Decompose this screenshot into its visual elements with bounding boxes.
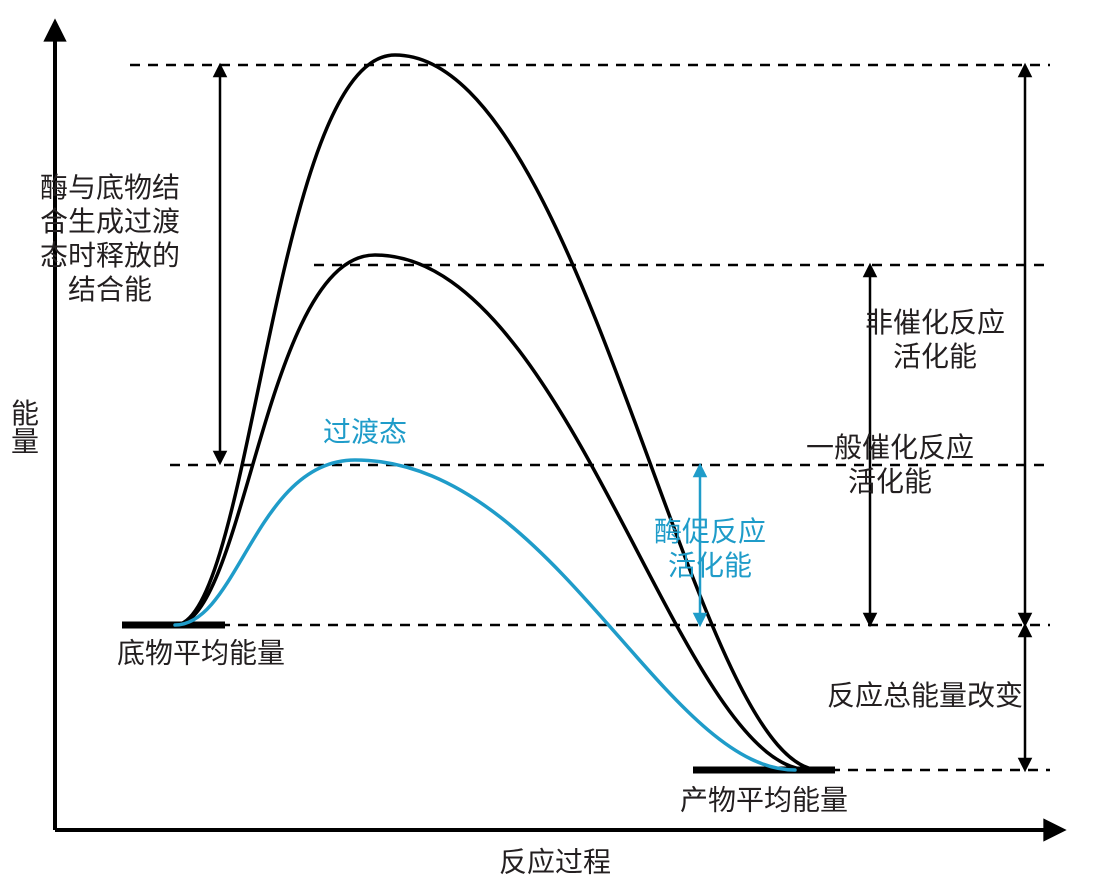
- enzyme-activation-label: 酶促反应活化能: [654, 516, 766, 581]
- y-axis-label: 能量: [11, 398, 39, 457]
- total-energy-change-label: 反应总能量改变: [827, 680, 1023, 711]
- uncat-activation-label: 非催化反应活化能: [865, 307, 1005, 372]
- x-axis-label: 反应过程: [499, 846, 611, 877]
- transition-state-label: 过渡态: [323, 416, 407, 447]
- substrate-label: 底物平均能量: [117, 637, 285, 668]
- binding-energy-label: 酶与底物结合生成过渡态时释放的结合能: [40, 172, 180, 305]
- curve-enzyme: [175, 460, 795, 770]
- product-label: 产物平均能量: [680, 784, 848, 815]
